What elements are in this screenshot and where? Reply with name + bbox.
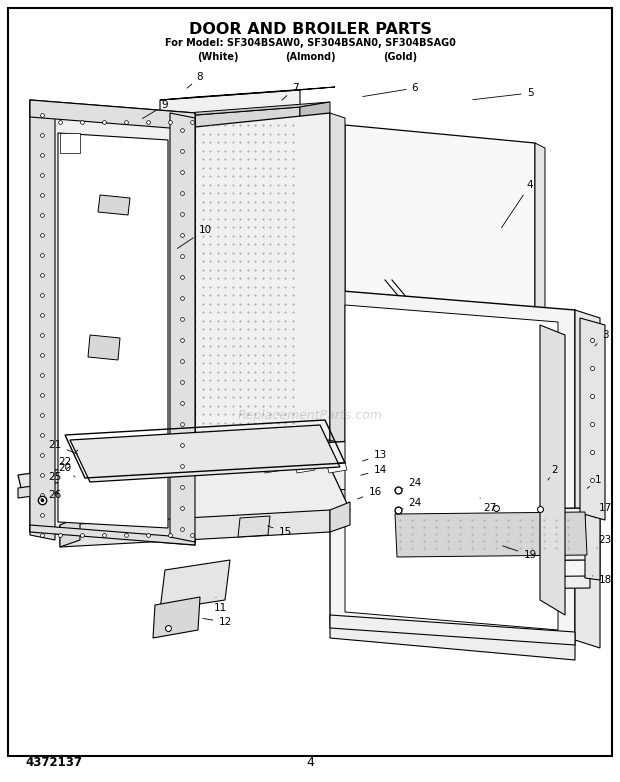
Polygon shape <box>231 462 251 473</box>
Polygon shape <box>575 310 600 648</box>
Text: ReplacementParts.com: ReplacementParts.com <box>237 408 383 421</box>
Polygon shape <box>60 133 80 153</box>
Polygon shape <box>60 517 80 547</box>
Text: 5: 5 <box>473 88 533 99</box>
Polygon shape <box>300 102 330 435</box>
Text: 15: 15 <box>268 526 291 537</box>
Text: 7: 7 <box>282 83 298 100</box>
Polygon shape <box>330 502 350 532</box>
Polygon shape <box>167 462 187 473</box>
Text: 10: 10 <box>177 225 211 249</box>
Text: 22: 22 <box>58 450 78 467</box>
Text: 19: 19 <box>503 546 537 560</box>
Text: 4372137: 4372137 <box>25 755 82 769</box>
Polygon shape <box>30 100 195 545</box>
Text: 26: 26 <box>41 490 61 500</box>
Text: 12: 12 <box>203 617 232 627</box>
Polygon shape <box>535 143 545 555</box>
Text: 2: 2 <box>548 465 559 480</box>
Polygon shape <box>390 576 590 590</box>
Text: For Model: SF304BSAW0, SF304BSAN0, SF304BSAG0: For Model: SF304BSAW0, SF304BSAN0, SF304… <box>164 38 456 48</box>
Polygon shape <box>585 508 600 580</box>
Polygon shape <box>238 516 270 537</box>
Polygon shape <box>160 87 335 100</box>
Polygon shape <box>30 100 55 540</box>
Text: 9: 9 <box>143 100 168 119</box>
Polygon shape <box>199 462 219 473</box>
Text: 21: 21 <box>48 440 78 454</box>
Text: 1: 1 <box>587 475 601 488</box>
Text: 27: 27 <box>480 498 497 513</box>
Polygon shape <box>330 290 575 640</box>
Polygon shape <box>130 107 300 448</box>
Text: 20: 20 <box>58 463 75 477</box>
Text: 23: 23 <box>597 535 611 548</box>
Text: 13: 13 <box>363 450 387 461</box>
Polygon shape <box>88 335 120 360</box>
Text: 4: 4 <box>502 180 533 228</box>
Polygon shape <box>395 512 587 557</box>
Text: 4: 4 <box>306 755 314 769</box>
Polygon shape <box>70 425 340 482</box>
Polygon shape <box>195 113 330 455</box>
Polygon shape <box>18 475 115 498</box>
Polygon shape <box>115 440 380 503</box>
Polygon shape <box>540 325 565 615</box>
Polygon shape <box>295 462 315 473</box>
Text: 24: 24 <box>402 478 422 489</box>
Text: (Gold): (Gold) <box>383 52 417 62</box>
Polygon shape <box>18 462 118 488</box>
Text: 25: 25 <box>48 467 69 482</box>
Polygon shape <box>130 102 330 120</box>
Polygon shape <box>60 510 330 547</box>
Polygon shape <box>170 113 195 542</box>
Polygon shape <box>60 467 350 525</box>
Polygon shape <box>345 125 535 550</box>
Text: 18: 18 <box>593 575 611 585</box>
Text: (Almond): (Almond) <box>285 52 335 62</box>
Text: 14: 14 <box>361 465 387 475</box>
Text: 3: 3 <box>595 330 608 346</box>
Polygon shape <box>345 305 558 630</box>
Text: (White): (White) <box>197 52 239 62</box>
Polygon shape <box>263 462 283 473</box>
Text: 6: 6 <box>363 83 419 96</box>
Text: 16: 16 <box>358 487 382 499</box>
Text: DOOR AND BROILER PARTS: DOOR AND BROILER PARTS <box>188 22 432 37</box>
Polygon shape <box>330 113 345 445</box>
Polygon shape <box>153 597 200 638</box>
Polygon shape <box>115 488 370 525</box>
Text: 11: 11 <box>213 597 227 613</box>
Polygon shape <box>390 508 592 564</box>
Polygon shape <box>135 462 155 473</box>
Polygon shape <box>370 480 380 510</box>
Polygon shape <box>330 615 575 645</box>
Polygon shape <box>30 525 195 545</box>
Text: 24: 24 <box>402 498 422 509</box>
Polygon shape <box>98 195 130 215</box>
Text: 17: 17 <box>595 503 611 518</box>
Polygon shape <box>580 318 605 520</box>
Polygon shape <box>327 462 347 473</box>
Polygon shape <box>345 532 540 560</box>
Polygon shape <box>390 560 595 580</box>
Text: 8: 8 <box>187 72 203 88</box>
Polygon shape <box>160 90 300 425</box>
Polygon shape <box>58 133 168 528</box>
Polygon shape <box>30 100 195 130</box>
Polygon shape <box>330 620 575 660</box>
Polygon shape <box>160 560 230 610</box>
